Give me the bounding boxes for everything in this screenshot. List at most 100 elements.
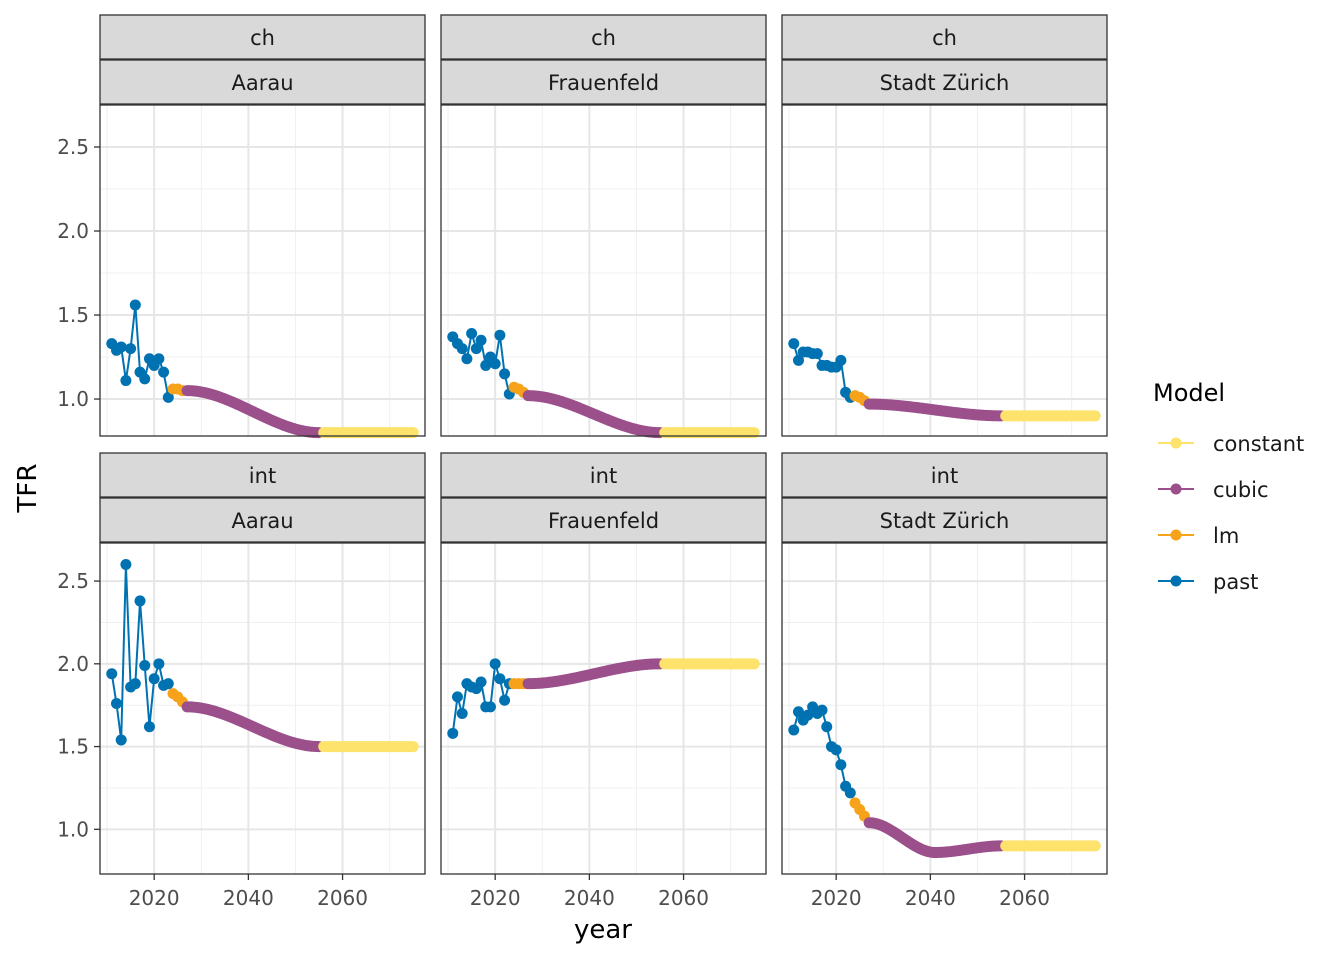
- facet-strip-top-label: int: [931, 464, 958, 488]
- point-past: [115, 734, 127, 746]
- point-past: [494, 673, 506, 685]
- y-tick-label: 2.0: [57, 219, 89, 243]
- point-past: [802, 709, 814, 721]
- x-tick-label: 2040: [223, 886, 274, 910]
- panel-border: [440, 542, 767, 875]
- legend-label: constant: [1213, 432, 1304, 456]
- y-tick-label: 1.5: [57, 303, 89, 327]
- panel-background: [100, 105, 425, 436]
- legend-label: cubic: [1213, 478, 1269, 502]
- point-past: [489, 358, 501, 370]
- series-line-cubic: [522, 658, 666, 690]
- point-past: [499, 694, 511, 706]
- panel-border: [781, 104, 1108, 437]
- facet-strip-top: [99, 452, 426, 498]
- point-past: [835, 759, 847, 771]
- point-past: [162, 391, 174, 403]
- y-tick-label: 1.5: [57, 735, 89, 759]
- x-tick-label: 2040: [564, 886, 615, 910]
- facet-strip-top-label: int: [590, 464, 617, 488]
- facet-strip-top: [440, 452, 767, 498]
- point-past: [466, 328, 478, 340]
- point-past: [816, 704, 828, 716]
- facet-strip-bottom: [99, 59, 426, 105]
- facet-strip-bottom: [440, 59, 767, 105]
- facet-strip-top: [440, 14, 767, 60]
- legend-key-point: [1170, 529, 1182, 541]
- point-past: [456, 343, 468, 355]
- panel-background: [782, 105, 1107, 436]
- point-past: [821, 721, 833, 733]
- facet-strip-bottom: [781, 497, 1108, 543]
- facet-panel-3: int Aarau: [99, 452, 426, 875]
- facet-panel-1: ch Frauenfeld: [440, 14, 767, 439]
- point-past: [125, 343, 137, 355]
- point-past: [129, 299, 141, 311]
- point-past: [143, 721, 155, 733]
- point-past: [470, 343, 482, 355]
- point-past: [494, 329, 506, 341]
- x-tick-label: 2040: [905, 886, 956, 910]
- point-past: [480, 359, 492, 371]
- panel-background: [441, 105, 766, 436]
- point-past: [120, 375, 132, 387]
- point-past: [811, 348, 823, 360]
- series-line-cubic: [863, 817, 1007, 858]
- facet-panel-5: int Stadt Zürich: [781, 452, 1108, 875]
- panel-border: [440, 104, 767, 437]
- y-tick-label: 1.0: [57, 387, 89, 411]
- x-tick-label: 2020: [811, 886, 862, 910]
- y-tick-label: 2.5: [57, 135, 89, 159]
- panel-border: [99, 542, 426, 875]
- panel-border: [781, 542, 1108, 875]
- point-past: [129, 678, 141, 690]
- panel-grid: [441, 105, 766, 436]
- point-past: [788, 724, 800, 736]
- legend-key-point: [1170, 575, 1182, 587]
- point-past: [835, 354, 847, 366]
- x-tick-label: 2020: [470, 886, 521, 910]
- series-line-cubic: [181, 701, 325, 753]
- point-past: [139, 659, 151, 671]
- facet-strip-top-label: ch: [591, 26, 616, 50]
- panel-grid: [100, 543, 425, 874]
- y-tick-label: 2.0: [57, 652, 89, 676]
- legend-entry-constant: constant: [1158, 432, 1304, 456]
- point-past: [134, 595, 146, 607]
- y-axis-title: TFR: [13, 464, 43, 514]
- series-line-cubic: [522, 390, 666, 439]
- legend-entries: constant cubic lm past: [1158, 432, 1304, 594]
- point-past: [148, 673, 160, 685]
- facet-strip-top-label: int: [249, 464, 276, 488]
- facet-strip-bottom: [781, 59, 1108, 105]
- x-tick-label: 2060: [317, 886, 368, 910]
- facet-strip-top-label: ch: [932, 26, 957, 50]
- legend-label: past: [1213, 570, 1258, 594]
- point-past: [120, 559, 132, 571]
- x-tick-label: 2020: [129, 886, 180, 910]
- point-past: [153, 353, 165, 365]
- legend-entry-past: past: [1158, 570, 1258, 594]
- facet-panel-2: ch Stadt Zürich: [781, 14, 1108, 437]
- point-past: [489, 658, 501, 670]
- point-past: [499, 368, 511, 380]
- y-tick-label: 1.0: [57, 817, 89, 841]
- facet-strip-top: [781, 452, 1108, 498]
- panel-border: [99, 104, 426, 437]
- point-past: [115, 341, 127, 353]
- panels-layer: ch Aarau ch Frauenfeld ch Stadt Zürich int Aara…: [99, 14, 1108, 875]
- legend-entry-lm: lm: [1158, 524, 1239, 548]
- facet-strip-top: [99, 14, 426, 60]
- point-past: [792, 706, 804, 718]
- point-past: [475, 334, 487, 346]
- series-line-cubic: [863, 398, 1007, 422]
- facet-panel-4: int Frauenfeld: [440, 452, 767, 875]
- facet-strip-top-label: ch: [250, 26, 275, 50]
- facet-strip-bottom: [99, 497, 426, 543]
- point-past: [158, 366, 170, 378]
- point-past: [788, 338, 800, 350]
- series-line-cubic: [181, 385, 325, 439]
- facet-panel-0: ch Aarau: [99, 14, 426, 439]
- legend-label: lm: [1213, 524, 1239, 548]
